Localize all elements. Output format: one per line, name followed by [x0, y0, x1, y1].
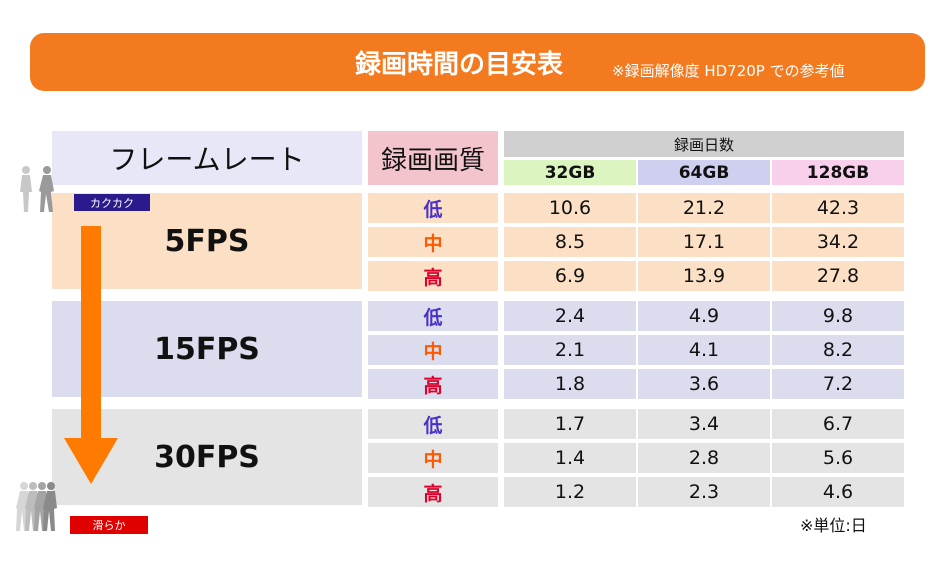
page-title: 録画時間の目安表: [355, 50, 564, 80]
running-people-motion-icon: [16, 482, 57, 531]
table-cell: 5.6: [772, 443, 904, 473]
fps-label: 5FPS: [164, 223, 250, 259]
table-cell: 17.1: [638, 227, 770, 257]
unit-note: ※単位:日: [800, 516, 867, 535]
quality-mid: 中: [368, 443, 498, 473]
fps-group-15fps: [52, 301, 362, 397]
table-cell: 6.7: [772, 409, 904, 439]
table-cell: 2.3: [638, 477, 770, 507]
quality-header: 録画画質: [368, 131, 498, 185]
quality-mid: 中: [368, 335, 498, 365]
table-cell: 1.4: [504, 443, 636, 473]
table-cell: 7.2: [772, 369, 904, 399]
table-cell: 10.6: [504, 193, 636, 223]
table-cell: 42.3: [772, 193, 904, 223]
quality-mid: 中: [368, 227, 498, 257]
table-cell: 4.9: [638, 301, 770, 331]
quality-high: 高: [368, 261, 498, 291]
smooth-label: 滑らか: [70, 516, 148, 534]
quality-low: 低: [368, 409, 498, 439]
capacity-header-128gb: 128GB: [772, 160, 904, 185]
table-cell: 8.5: [504, 227, 636, 257]
capacity-header-64gb: 64GB: [638, 160, 770, 185]
table-cell: 21.2: [638, 193, 770, 223]
table-cell: 6.9: [504, 261, 636, 291]
quality-high: 高: [368, 477, 498, 507]
table-cell: 1.2: [504, 477, 636, 507]
framerate-header: フレームレート: [52, 131, 362, 185]
page-subtitle: ※録画解像度 HD720P での参考値: [612, 62, 845, 80]
choppy-label: カクカク: [74, 194, 150, 211]
table-cell: 8.2: [772, 335, 904, 365]
walking-people-icon: [20, 166, 54, 212]
table-cell: 1.7: [504, 409, 636, 439]
table-cell: 3.6: [638, 369, 770, 399]
quality-high: 高: [368, 369, 498, 399]
quality-low: 低: [368, 301, 498, 331]
table-cell: 4.6: [772, 477, 904, 507]
table-cell: 13.9: [638, 261, 770, 291]
table-cell: 27.8: [772, 261, 904, 291]
table-cell: 4.1: [638, 335, 770, 365]
table-cell: 1.8: [504, 369, 636, 399]
fps-label: 30FPS: [154, 439, 260, 475]
table-cell: 34.2: [772, 227, 904, 257]
table-cell: 9.8: [772, 301, 904, 331]
table-cell: 2.1: [504, 335, 636, 365]
title-banner: [30, 33, 925, 91]
capacity-header-32gb: 32GB: [504, 160, 636, 185]
direction-arrow-icon: [64, 226, 118, 484]
fps-label: 15FPS: [154, 331, 260, 367]
table-cell: 3.4: [638, 409, 770, 439]
quality-low: 低: [368, 193, 498, 223]
days-header: 録画日数: [504, 131, 904, 157]
table-cell: 2.4: [504, 301, 636, 331]
table-cell: 2.8: [638, 443, 770, 473]
